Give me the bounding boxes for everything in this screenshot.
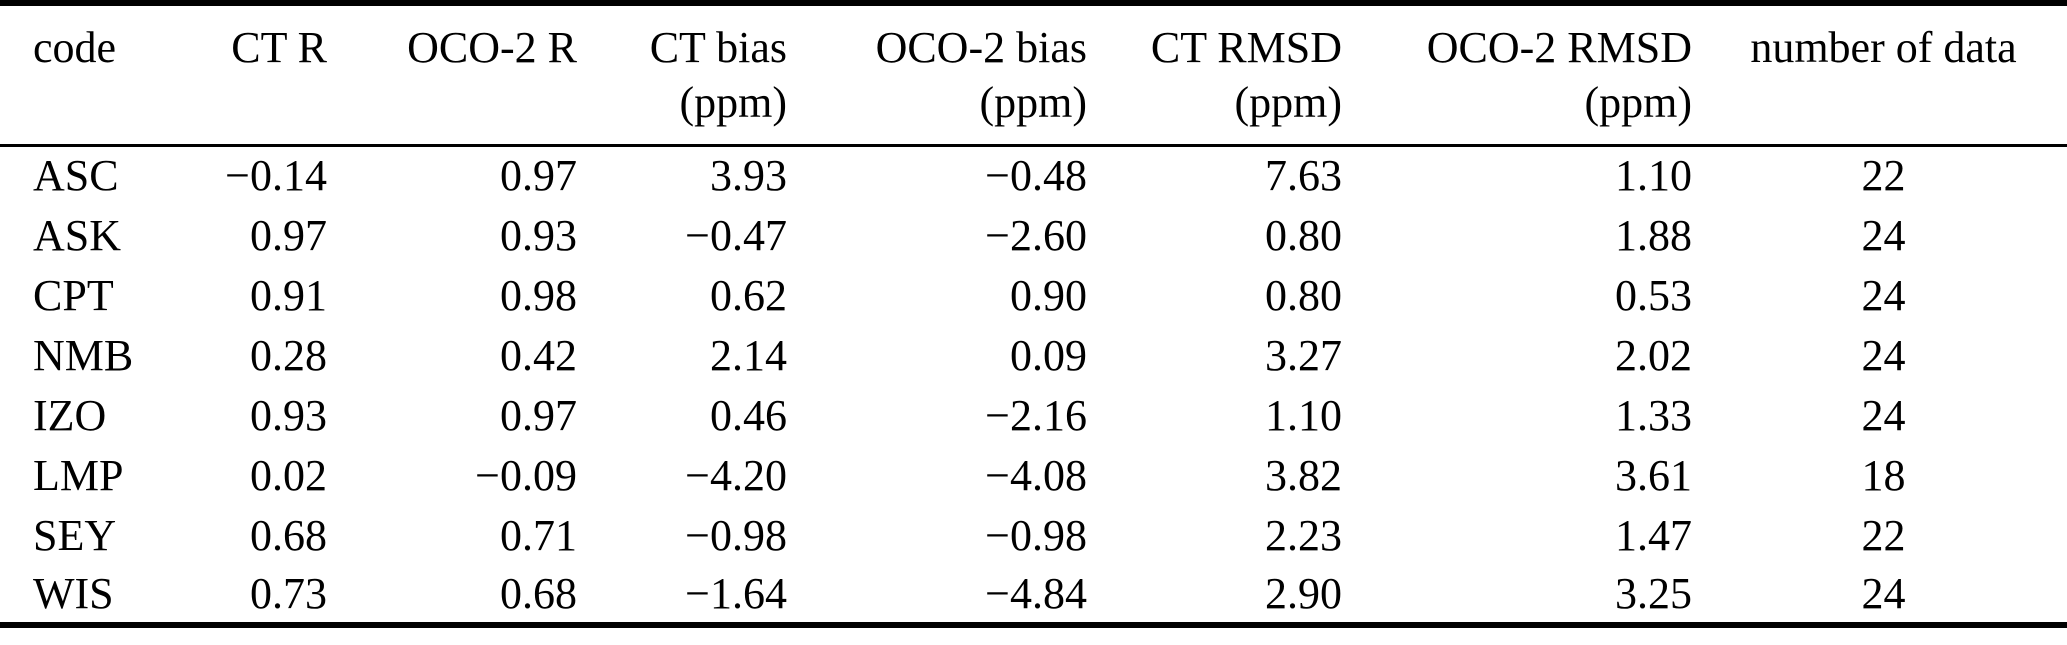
value-cell: 0.02	[250, 450, 327, 500]
table-header: code CT R OCO-2 R CT bias (ppm) OCO-2 bias (pp…	[0, 3, 2067, 145]
column-header: CT R	[160, 3, 335, 145]
value-cell: 24	[1861, 270, 1906, 320]
value-cell: 2.90	[1265, 569, 1342, 618]
value-cell: 2.14	[710, 330, 787, 380]
value-cell: 1.33	[1615, 390, 1692, 440]
value-cell: 0.42	[500, 330, 577, 380]
column-header: OCO-2 bias (ppm)	[795, 3, 1095, 145]
value-cell: 0.73	[250, 569, 327, 618]
value-cell: −4.84	[985, 569, 1087, 618]
value-cell: 3.27	[1265, 330, 1342, 380]
value-cell: 0.46	[710, 390, 787, 440]
table-row: LMP 0.02 −0.09 −4.20 −4.08 3.82 3.61 18	[0, 445, 2067, 505]
column-header-unit: (ppm)	[679, 78, 787, 127]
table-row: SEY 0.68 0.71 −0.98 −0.98 2.23 1.47 22	[0, 505, 2067, 565]
value-cell: 1.88	[1615, 210, 1692, 260]
value-cell: 0.80	[1265, 210, 1342, 260]
station-code-cell: IZO	[33, 390, 107, 440]
table-row: IZO 0.93 0.97 0.46 −2.16 1.10 1.33 24	[0, 385, 2067, 445]
column-header: CT bias (ppm)	[585, 3, 795, 145]
value-cell: −0.98	[685, 510, 787, 560]
value-cell: −1.64	[685, 569, 787, 618]
table-row: ASC −0.14 0.97 3.93 −0.48 7.63 1.10 22	[0, 145, 2067, 205]
value-cell: −0.47	[685, 210, 787, 260]
value-cell: 2.02	[1615, 330, 1692, 380]
value-cell: 0.91	[250, 270, 327, 320]
value-cell: 0.71	[500, 510, 577, 560]
column-header: code	[0, 3, 160, 145]
value-cell: 1.10	[1615, 151, 1692, 201]
value-cell: 24	[1861, 210, 1906, 260]
table-row: CPT 0.91 0.98 0.62 0.90 0.80 0.53 24	[0, 265, 2067, 325]
column-header-label: CT R	[231, 23, 327, 72]
column-header-unit: (ppm)	[1234, 78, 1342, 127]
column-header-unit: (ppm)	[979, 78, 1087, 127]
value-cell: 22	[1861, 151, 1906, 201]
value-cell: 0.28	[250, 330, 327, 380]
station-code-cell: SEY	[33, 510, 117, 560]
value-cell: 24	[1861, 569, 1906, 618]
column-header-label: number of data	[1750, 23, 2017, 72]
value-cell: 3.93	[710, 151, 787, 201]
value-cell: 1.47	[1615, 510, 1692, 560]
table-row: NMB 0.28 0.42 2.14 0.09 3.27 2.02 24	[0, 325, 2067, 385]
value-cell: 24	[1861, 390, 1906, 440]
value-cell: −4.20	[685, 450, 787, 500]
value-cell: 0.98	[500, 270, 577, 320]
column-header: OCO-2 RMSD (ppm)	[1350, 3, 1700, 145]
value-cell: 2.23	[1265, 510, 1342, 560]
value-cell: 1.10	[1265, 390, 1342, 440]
value-cell: 0.97	[250, 210, 327, 260]
value-cell: 0.68	[250, 510, 327, 560]
station-code-cell: WIS	[33, 569, 114, 618]
value-cell: −0.14	[225, 151, 327, 201]
value-cell: 0.93	[500, 210, 577, 260]
column-header-label: code	[33, 23, 117, 72]
station-code-cell: LMP	[33, 450, 124, 500]
column-header-label: OCO-2 R	[407, 23, 577, 72]
value-cell: 0.53	[1615, 270, 1692, 320]
value-cell: −2.60	[985, 210, 1087, 260]
value-cell: 0.93	[250, 390, 327, 440]
header-row: code CT R OCO-2 R CT bias (ppm) OCO-2 bias (pp…	[0, 3, 2067, 145]
value-cell: 0.90	[1010, 270, 1087, 320]
station-code-cell: CPT	[33, 270, 114, 320]
value-cell: 3.82	[1265, 450, 1342, 500]
value-cell: −4.08	[985, 450, 1087, 500]
station-code-cell: ASC	[33, 151, 119, 201]
value-cell: −0.09	[475, 450, 577, 500]
column-header: number of data	[1700, 3, 2067, 145]
column-header-unit: (ppm)	[1584, 78, 1692, 127]
value-cell: −0.48	[985, 151, 1087, 201]
value-cell: 0.62	[710, 270, 787, 320]
table-row: WIS 0.73 0.68 −1.64 −4.84 2.90 3.25 24	[0, 565, 2067, 625]
value-cell: 0.80	[1265, 270, 1342, 320]
column-header-label: OCO-2 RMSD	[1426, 23, 1692, 72]
station-code-cell: NMB	[33, 330, 134, 380]
value-cell: −0.98	[985, 510, 1087, 560]
value-cell: 3.61	[1615, 450, 1692, 500]
value-cell: 22	[1861, 510, 1906, 560]
column-header: CT RMSD (ppm)	[1095, 3, 1350, 145]
value-cell: 24	[1861, 330, 1906, 380]
value-cell: 0.68	[500, 569, 577, 618]
column-header-label: CT bias	[649, 23, 787, 72]
value-cell: 7.63	[1265, 151, 1342, 201]
column-header: OCO-2 R	[335, 3, 585, 145]
station-code-cell: ASK	[33, 210, 122, 260]
column-header-label: CT RMSD	[1150, 23, 1342, 72]
value-cell: 0.09	[1010, 330, 1087, 380]
value-cell: 18	[1861, 450, 1906, 500]
value-cell: 3.25	[1615, 569, 1692, 618]
value-cell: 0.97	[500, 390, 577, 440]
table-body: ASC −0.14 0.97 3.93 −0.48 7.63 1.10 22 ASK 0.97 0.…	[0, 145, 2067, 625]
value-cell: −2.16	[985, 390, 1087, 440]
table-row: ASK 0.97 0.93 −0.47 −2.60 0.80 1.88 24	[0, 205, 2067, 265]
column-header-label: OCO-2 bias	[875, 23, 1087, 72]
results-table: code CT R OCO-2 R CT bias (ppm) OCO-2 bias (pp…	[0, 0, 2067, 628]
value-cell: 0.97	[500, 151, 577, 201]
